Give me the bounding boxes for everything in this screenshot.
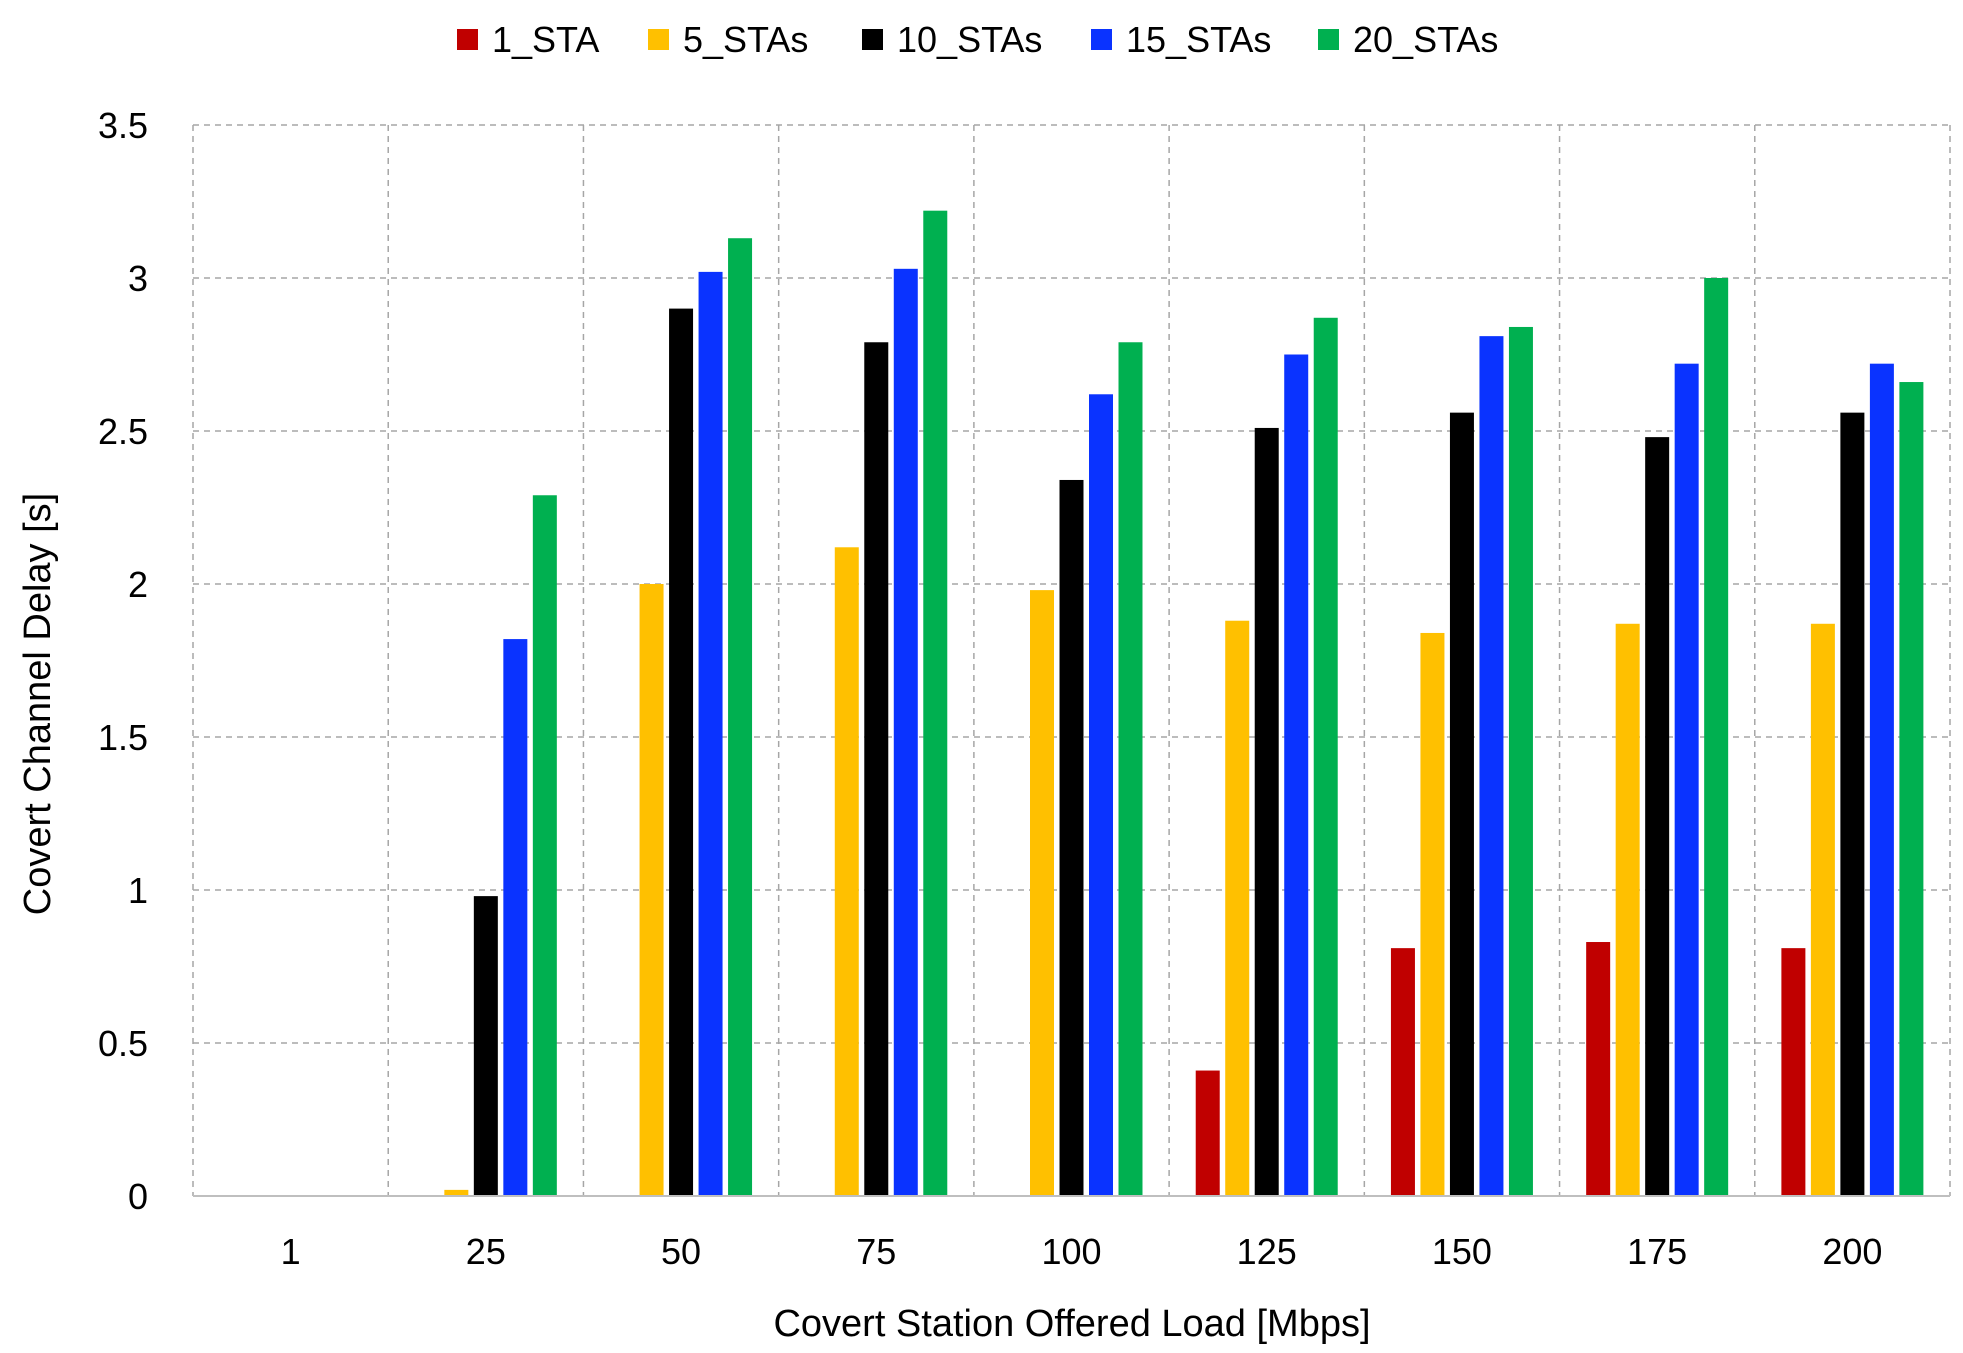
bar-15_STAs-175 <box>1674 363 1699 1196</box>
bar-15_STAs-125 <box>1284 354 1309 1196</box>
x-tick-label: 200 <box>1822 1231 1882 1272</box>
bar-1_STA-125 <box>1195 1070 1220 1196</box>
bar-10_STAs-150 <box>1449 412 1474 1196</box>
legend-label: 15_STAs <box>1126 19 1271 60</box>
legend-label: 10_STAs <box>897 19 1042 60</box>
legend: 1_STA 5_STAs 10_STAs 15_STAs 20_STAs <box>457 19 1498 60</box>
legend-label: 20_STAs <box>1353 19 1498 60</box>
bar-20_STAs-100 <box>1118 342 1143 1196</box>
x-tick-label: 75 <box>856 1231 896 1272</box>
bar-20_STAs-50 <box>728 238 753 1197</box>
x-tick-label: 175 <box>1627 1231 1687 1272</box>
bars <box>444 210 1924 1197</box>
y-tick-label: 2 <box>128 564 148 605</box>
y-tick-label: 1.5 <box>98 717 148 758</box>
y-tick-label: 2.5 <box>98 411 148 452</box>
x-tick-label: 125 <box>1237 1231 1297 1272</box>
legend-label: 1_STA <box>492 19 599 60</box>
legend-item-20_STAs: 20_STAs <box>1318 19 1498 60</box>
bar-15_STAs-100 <box>1089 394 1113 1196</box>
legend-swatch <box>1318 29 1339 50</box>
bar-5_STAs-175 <box>1615 623 1640 1196</box>
bar-5_STAs-100 <box>1030 590 1054 1196</box>
x-tick-label: 25 <box>466 1231 506 1272</box>
x-tick-label: 50 <box>661 1231 701 1272</box>
bar-1_STA-150 <box>1390 948 1415 1196</box>
legend-item-1_STA: 1_STA <box>457 19 599 60</box>
x-axis-ticks: 1 25 50 75 100 125 150 175 200 <box>281 1231 1883 1272</box>
x-axis-label: Covert Station Offered Load [Mbps] <box>773 1303 1370 1345</box>
bar-5_STAs-200 <box>1810 623 1835 1196</box>
bar-10_STAs-175 <box>1645 437 1670 1196</box>
bar-20_STAs-175 <box>1704 278 1729 1196</box>
bar-20_STAs-25 <box>532 495 557 1196</box>
legend-swatch <box>648 29 669 50</box>
legend-item-15_STAs: 15_STAs <box>1091 19 1271 60</box>
bar-10_STAs-125 <box>1254 427 1279 1196</box>
bar-1_STA-175 <box>1586 942 1611 1196</box>
bar-10_STAs-75 <box>864 342 889 1196</box>
bar-15_STAs-200 <box>1869 363 1894 1196</box>
bar-10_STAs-50 <box>669 308 694 1197</box>
bar-15_STAs-50 <box>698 271 723 1196</box>
bar-15_STAs-75 <box>893 268 918 1196</box>
legend-item-5_STAs: 5_STAs <box>648 19 808 60</box>
y-tick-label: 3.5 <box>98 105 148 146</box>
bar-20_STAs-75 <box>923 210 948 1196</box>
bar-5_STAs-75 <box>834 547 859 1196</box>
bar-20_STAs-125 <box>1313 317 1338 1196</box>
legend-label: 5_STAs <box>683 19 808 60</box>
bar-20_STAs-150 <box>1508 326 1533 1197</box>
legend-swatch <box>1091 29 1112 50</box>
bar-5_STAs-125 <box>1225 620 1250 1196</box>
bar-15_STAs-25 <box>503 639 528 1196</box>
y-tick-label: 0.5 <box>98 1023 148 1064</box>
y-axis-label: Covert Channel Delay [s] <box>17 493 59 915</box>
bar-10_STAs-25 <box>473 896 498 1196</box>
bar-20_STAs-200 <box>1899 382 1924 1196</box>
legend-swatch <box>862 29 883 50</box>
y-tick-label: 1 <box>128 870 148 911</box>
bar-10_STAs-200 <box>1840 412 1865 1196</box>
x-tick-label: 1 <box>281 1231 301 1272</box>
x-tick-label: 150 <box>1432 1231 1492 1272</box>
legend-item-10_STAs: 10_STAs <box>862 19 1042 60</box>
bar-5_STAs-150 <box>1420 632 1445 1196</box>
legend-swatch <box>457 29 478 50</box>
bar-5_STAs-50 <box>639 584 664 1196</box>
y-tick-label: 0 <box>128 1176 148 1217</box>
bar-10_STAs-100 <box>1059 479 1084 1197</box>
bar-5_STAs-25 <box>444 1189 469 1196</box>
y-tick-label: 3 <box>128 258 148 299</box>
bar-15_STAs-150 <box>1479 336 1504 1196</box>
y-axis-ticks: 0 0.5 1 1.5 2 2.5 3 3.5 <box>98 105 148 1217</box>
x-tick-label: 100 <box>1041 1231 1101 1272</box>
bar-1_STA-200 <box>1781 948 1806 1196</box>
